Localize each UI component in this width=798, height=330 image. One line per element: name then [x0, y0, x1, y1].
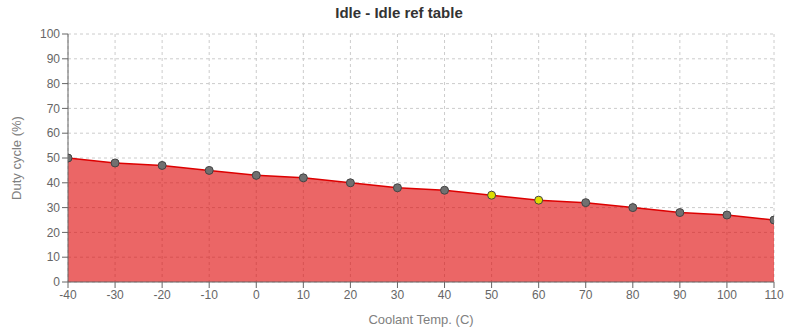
svg-text:100: 100	[40, 27, 60, 41]
svg-text:60: 60	[532, 288, 546, 302]
svg-text:80: 80	[626, 288, 640, 302]
svg-text:90: 90	[673, 288, 687, 302]
svg-text:10: 10	[47, 250, 61, 264]
svg-text:30: 30	[47, 201, 61, 215]
svg-text:10: 10	[297, 288, 311, 302]
html-text:Idle - Idle ref table: Idle - Idle ref table	[335, 4, 463, 21]
svg-text:-40: -40	[59, 288, 77, 302]
svg-text:70: 70	[47, 102, 61, 116]
svg-text:Duty cycle (%): Duty cycle (%)	[9, 116, 24, 200]
svg-text:30: 30	[391, 288, 405, 302]
svg-text:-10: -10	[201, 288, 219, 302]
svg-text:60: 60	[47, 126, 61, 140]
svg-text:50: 50	[485, 288, 499, 302]
svg-text:-30: -30	[106, 288, 124, 302]
svg-text:-20: -20	[153, 288, 171, 302]
svg-text:70: 70	[579, 288, 593, 302]
svg-text:40: 40	[438, 288, 452, 302]
svg-text:0: 0	[53, 275, 60, 289]
svg-text:40: 40	[47, 176, 61, 190]
svg-text:Coolant Temp. (C): Coolant Temp. (C)	[368, 312, 473, 327]
svg-text:20: 20	[47, 226, 61, 240]
svg-text:0: 0	[253, 288, 260, 302]
svg-text:80: 80	[47, 77, 61, 91]
svg-text:100: 100	[717, 288, 737, 302]
svg-text:50: 50	[47, 151, 61, 165]
svg-text:110: 110	[764, 288, 783, 302]
svg-text:20: 20	[344, 288, 358, 302]
svg-text:90: 90	[47, 52, 61, 66]
